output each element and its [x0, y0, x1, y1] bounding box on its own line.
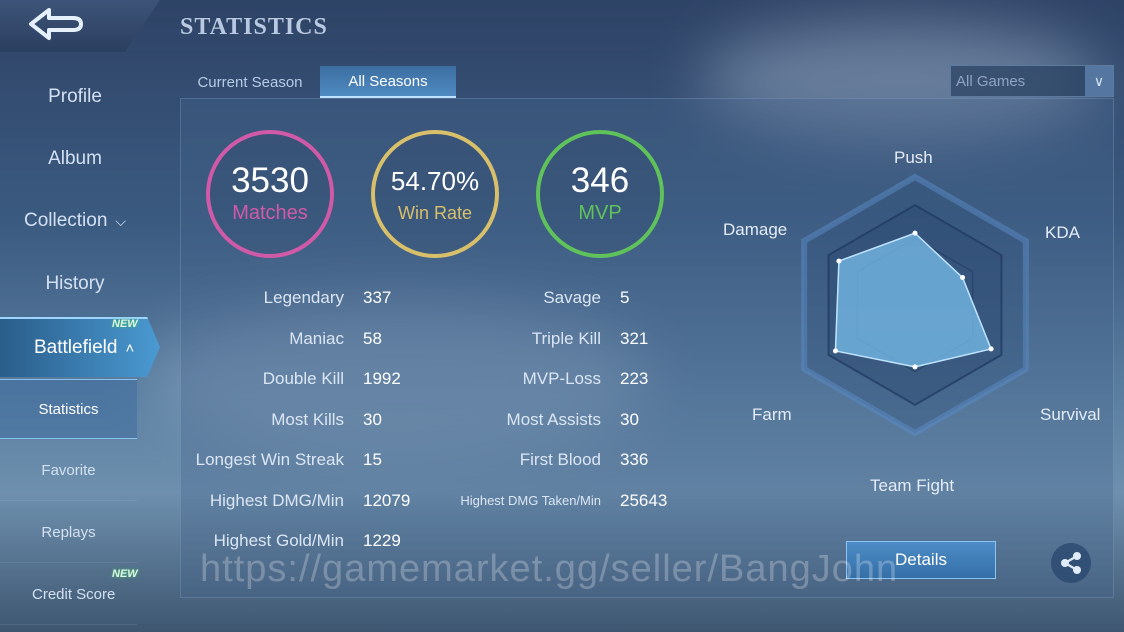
mvp-count: 346 [570, 161, 630, 200]
radar-axis-label: Farm [752, 405, 792, 424]
stat-value: 337 [363, 288, 392, 307]
stat-value: 336 [620, 450, 649, 469]
stat-value: 5 [620, 288, 630, 307]
radar-axis-label: Team Fight [870, 476, 955, 495]
stat-value: 30 [363, 410, 382, 429]
radar-axis-label: Survival [1040, 405, 1101, 424]
chevron-down-icon: ∨ [1085, 66, 1113, 96]
sidebar-subitem-statistics[interactable]: Statistics [0, 379, 137, 439]
radar-axis-label: Damage [723, 220, 788, 239]
mvp-label: MVP [578, 202, 622, 224]
sidebar-item-label: Collection [23, 210, 108, 231]
stat-value: 223 [620, 369, 649, 388]
stat-label: Highest Gold/Min [213, 531, 344, 550]
stat-value: 1992 [363, 369, 401, 388]
sidebar-subitem-credit-score[interactable]: Credit Score [0, 565, 137, 625]
sidebar-item-history[interactable]: History [0, 259, 150, 309]
win-rate-value: 54.70% [390, 166, 480, 196]
watermark-text: https://gamemarket.gg/seller/BangJohn [200, 548, 899, 590]
stat-label: Highest DMG/Min [209, 491, 344, 510]
sidebar-item-label: Favorite [41, 462, 96, 479]
stat-value: 12079 [363, 491, 411, 510]
stat-value: 15 [363, 450, 382, 469]
back-button[interactable] [0, 0, 160, 52]
new-badge: NEW [112, 568, 138, 580]
game-filter-value: All Games [956, 72, 1026, 90]
stat-label: Legendary [263, 288, 344, 307]
matches-count: 3530 [231, 161, 309, 200]
stat-label: Savage [543, 288, 601, 307]
sidebar-subitem-favorite[interactable]: Favorite [0, 441, 137, 501]
radar-axis-label: KDA [1045, 223, 1080, 242]
sidebar-item-profile[interactable]: Profile [0, 72, 150, 122]
tab-label: All Seasons [348, 72, 428, 90]
stat-label: Maniac [289, 329, 344, 348]
stat-label: First Blood [519, 450, 601, 469]
sidebar-item-label: Battlefield [34, 337, 118, 358]
sidebar-item-label: Statistics [38, 400, 99, 418]
stat-label: Longest Win Streak [195, 450, 344, 469]
sidebar-item-label: Credit Score [32, 586, 116, 603]
details-button[interactable]: Details [846, 541, 996, 579]
back-arrow-icon [29, 8, 83, 40]
page-title: STATISTICS [180, 14, 328, 40]
sidebar-subitem-replays[interactable]: Replays [0, 503, 137, 563]
stat-label: Triple Kill [531, 329, 601, 348]
win-rate-ring: 54.70% Win Rate [371, 130, 499, 258]
radar-axis-label: Push [894, 148, 933, 167]
matches-label: Matches [232, 202, 308, 224]
stat-value: 30 [620, 410, 639, 429]
mvp-ring: 346 MVP [536, 130, 664, 258]
sidebar-item-label: Replays [41, 524, 96, 541]
tab-all-seasons[interactable]: All Seasons [320, 66, 456, 98]
tab-current-season[interactable]: Current Season [182, 66, 318, 98]
cloud-decoration [150, 300, 650, 460]
stat-label: Highest DMG Taken/Min [460, 493, 601, 508]
chevron-up-icon: ˄ [125, 339, 135, 357]
stat-value: 321 [620, 329, 649, 348]
sidebar-item-album[interactable]: Album [0, 134, 150, 184]
share-button[interactable] [1051, 543, 1091, 583]
details-label: Details [895, 550, 947, 569]
tab-label: Current Season [197, 73, 303, 91]
sidebar-item-label: History [45, 273, 105, 294]
stat-value: 25643 [620, 491, 668, 510]
stat-label: MVP-Loss [522, 369, 601, 388]
sidebar-item-battlefield[interactable]: Battlefield ˄ [0, 317, 160, 377]
stat-value: 58 [363, 329, 382, 348]
stat-value: 1229 [363, 531, 401, 550]
new-badge: NEW [112, 318, 138, 330]
stat-label: Most Kills [271, 410, 344, 429]
chevron-down-icon: ⌵ [115, 212, 127, 229]
matches-ring: 3530 Matches [206, 130, 334, 258]
stat-label: Most Assists [506, 410, 601, 429]
win-rate-label: Win Rate [397, 203, 473, 223]
game-filter-select[interactable]: All Games ∨ [950, 65, 1114, 97]
sidebar-item-label: Profile [48, 86, 102, 107]
share-icon [1061, 552, 1081, 574]
stat-label: Double Kill [262, 369, 344, 388]
sidebar-item-label: Album [48, 148, 102, 169]
sidebar-item-collection[interactable]: Collection ⌵ [0, 196, 150, 246]
